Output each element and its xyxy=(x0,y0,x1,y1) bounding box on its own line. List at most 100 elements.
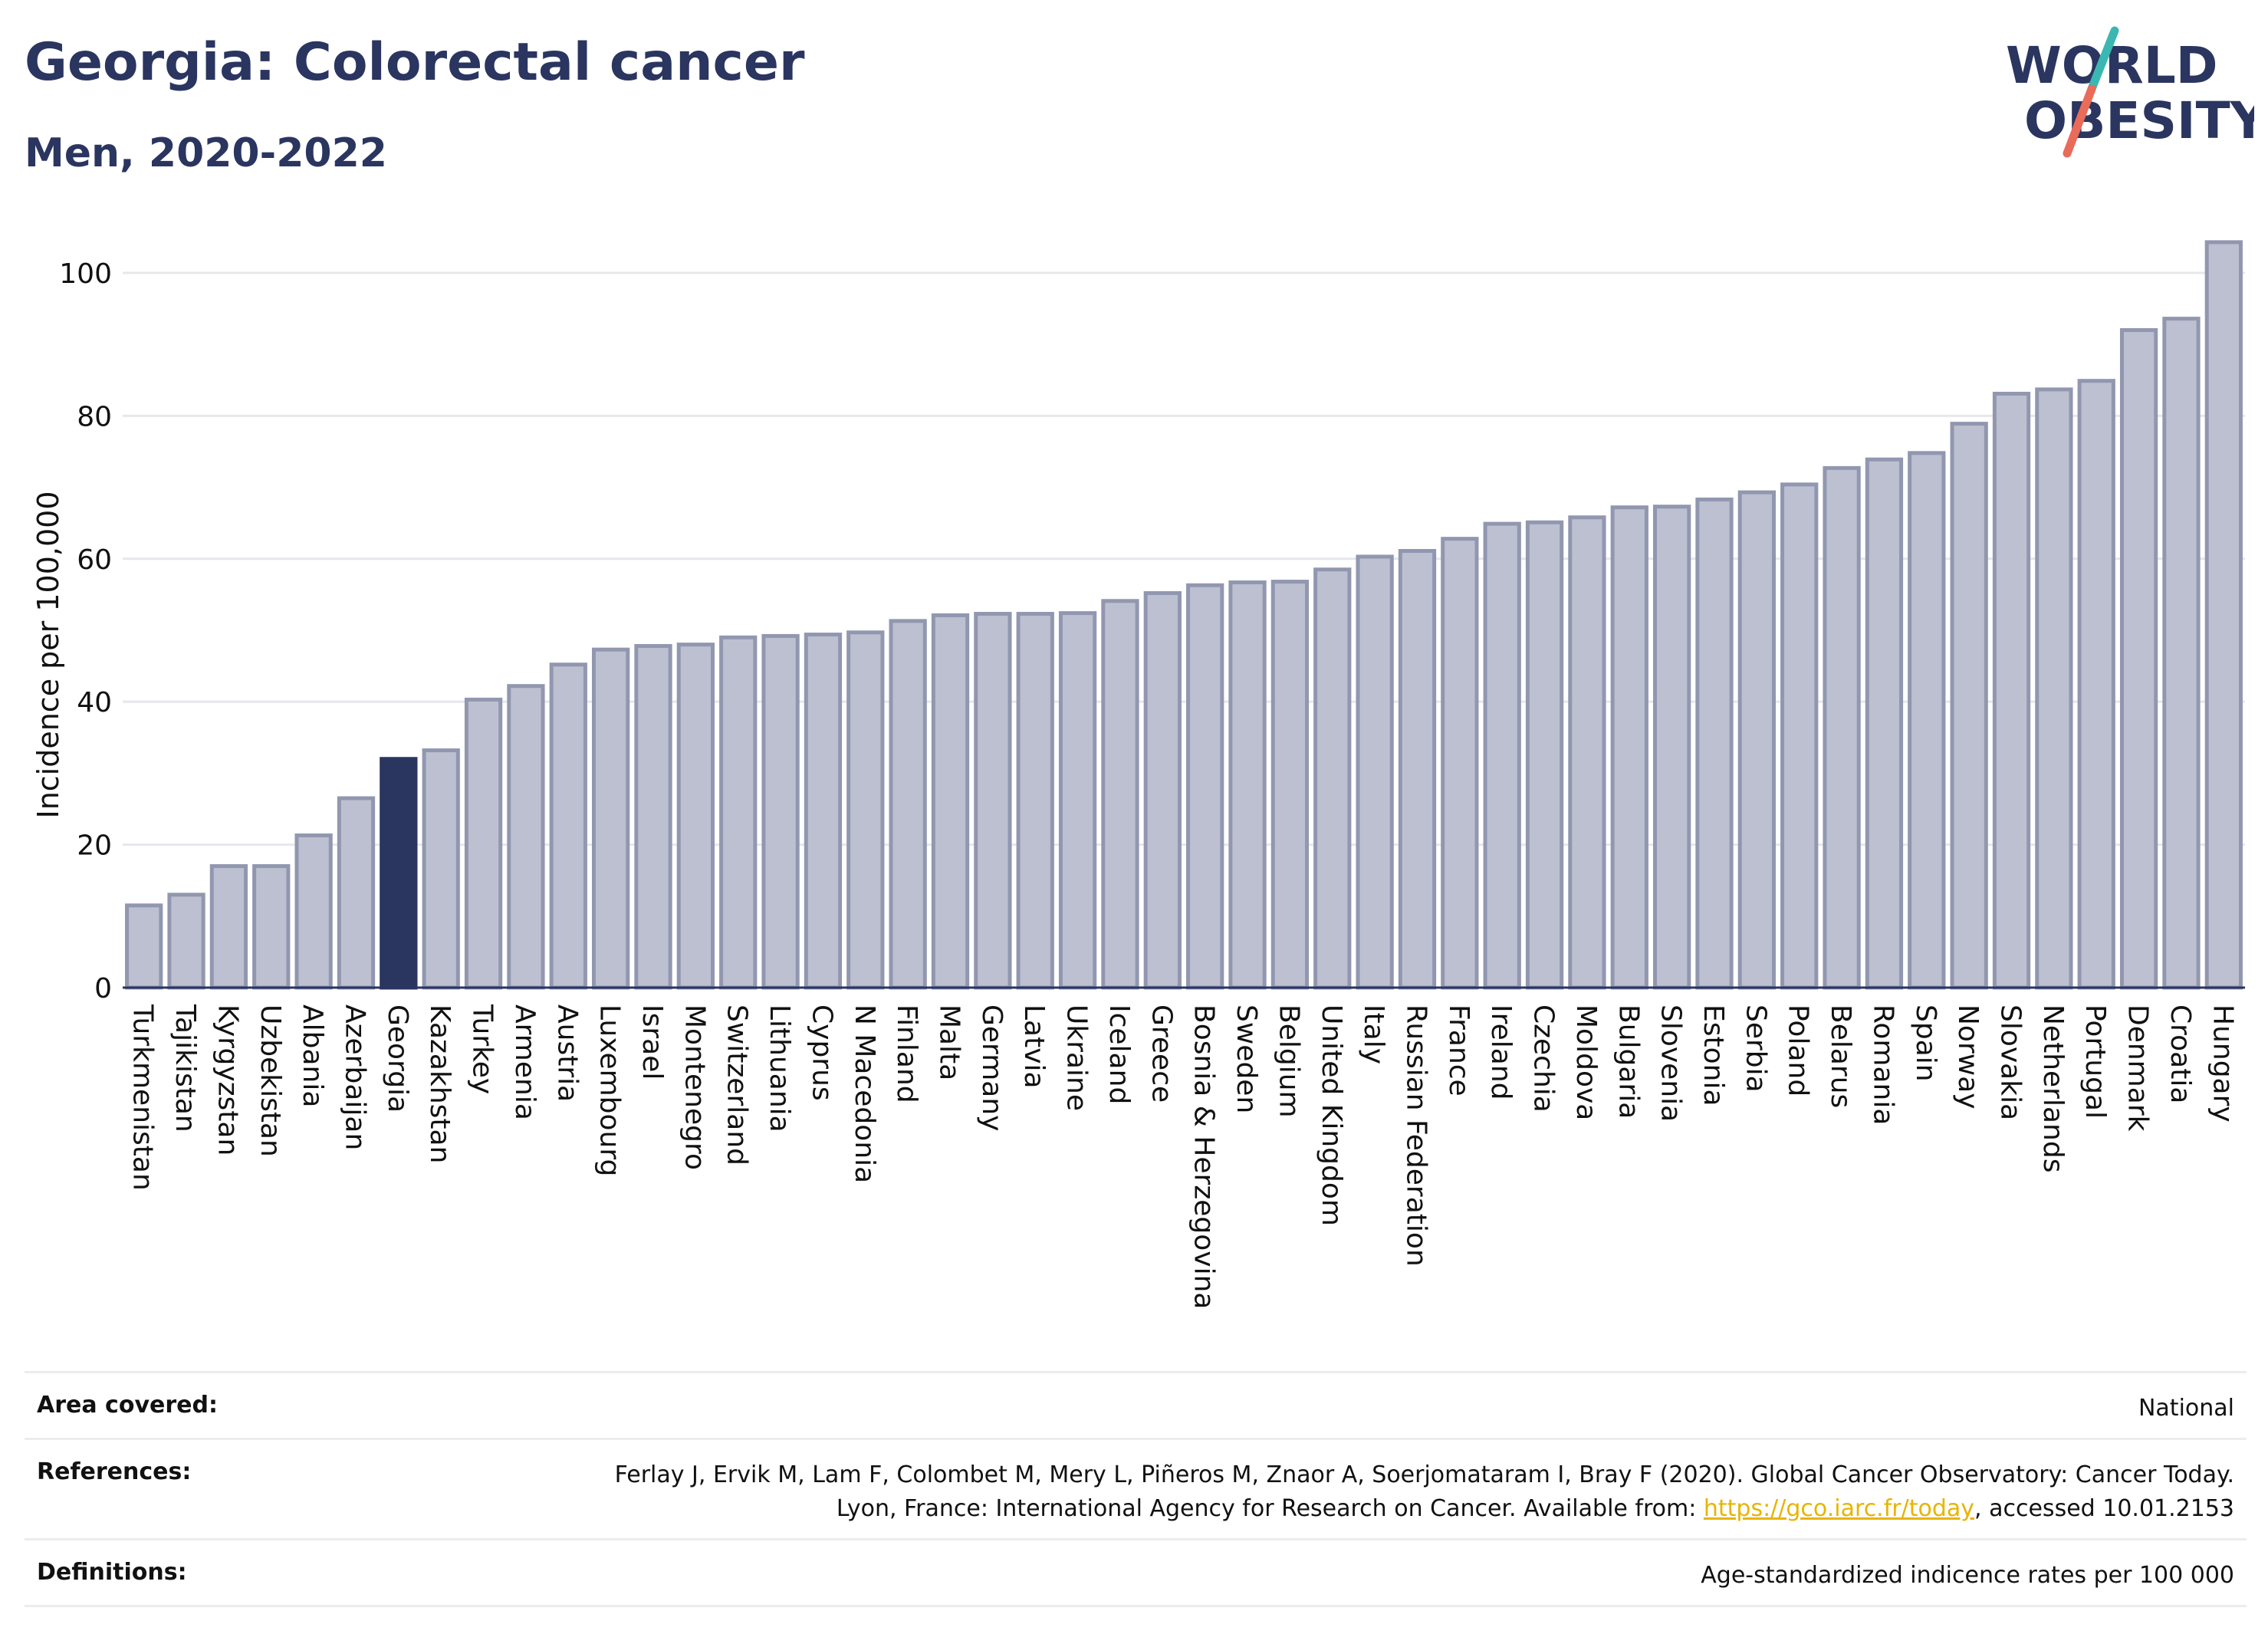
bar-latvia[interactable] xyxy=(1016,612,1054,990)
bar-chart: 0 20 40 60 80 100 Turkmenistan Tajikistan Kyrgy… xyxy=(31,240,2245,1309)
bar-turkmenistan[interactable] xyxy=(125,903,163,990)
y-tick-label: 20 xyxy=(77,830,112,862)
bar-netherlands[interactable] xyxy=(2035,387,2073,990)
bar-uzbekistan[interactable] xyxy=(252,864,291,990)
bar-poland[interactable] xyxy=(1780,482,1819,990)
info-value-definitions: Age-standardized indicence rates per 100… xyxy=(1701,1562,2234,1589)
bar-ireland[interactable] xyxy=(1483,521,1521,990)
bar-malta[interactable] xyxy=(931,613,970,990)
info-label-definitions: Definitions: xyxy=(37,1559,187,1586)
bar-czechia[interactable] xyxy=(1525,520,1564,990)
bar-russian-federation[interactable] xyxy=(1398,549,1437,990)
x-tick-label: Denmark xyxy=(2122,1004,2154,1132)
reference-link[interactable]: https://gco.iarc.fr/today xyxy=(1703,1495,1975,1522)
bar-italy[interactable] xyxy=(1356,554,1394,990)
bar-sweden[interactable] xyxy=(1228,580,1267,990)
bar-greece[interactable] xyxy=(1143,590,1182,990)
bar-kazakhstan[interactable] xyxy=(422,748,460,990)
info-label-references: References: xyxy=(37,1458,192,1485)
bar-albania[interactable] xyxy=(294,833,333,990)
bar-belgium[interactable] xyxy=(1270,580,1310,990)
x-tick-label: Latvia xyxy=(1018,1004,1050,1089)
x-tick-label: Slovakia xyxy=(1995,1004,2026,1120)
bar-slovakia[interactable] xyxy=(1992,391,2031,990)
bar-croatia[interactable] xyxy=(2162,317,2201,990)
x-tick-label: Norway xyxy=(1952,1004,1984,1110)
bar-slovenia[interactable] xyxy=(1652,505,1691,990)
x-tick-label: United Kingdom xyxy=(1316,1004,1347,1226)
logo-text-obesity: OBESITY xyxy=(2024,91,2254,150)
bar-switzerland[interactable] xyxy=(719,635,758,990)
x-tick-label: Luxembourg xyxy=(594,1004,626,1176)
bar-bulgaria[interactable] xyxy=(1610,505,1648,990)
bar-denmark[interactable] xyxy=(2119,327,2158,990)
bar-bosnia-herzegovina[interactable] xyxy=(1186,583,1224,990)
info-table: Area covered: National References: Ferla… xyxy=(25,1371,2247,1607)
x-tick-label: Germany xyxy=(976,1004,1007,1131)
x-tick-label: Israel xyxy=(636,1004,668,1080)
y-axis-ticks: 0 20 40 60 80 100 xyxy=(59,258,112,1004)
x-tick-label: Croatia xyxy=(2164,1004,2196,1103)
x-tick-label: Belgium xyxy=(1273,1004,1304,1118)
logo-slash-teal xyxy=(2087,26,2119,94)
bar-hungary[interactable] xyxy=(2204,240,2243,990)
y-tick-label: 80 xyxy=(77,401,112,432)
bar-germany[interactable] xyxy=(974,612,1012,990)
bar-luxembourg[interactable] xyxy=(591,647,630,990)
bar-romania[interactable] xyxy=(1865,457,1904,990)
x-tick-label: Kyrgyzstan xyxy=(212,1004,243,1156)
x-tick-label: Austria xyxy=(551,1004,583,1102)
info-label-area: Area covered: xyxy=(37,1392,218,1419)
x-tick-label: Czechia xyxy=(1528,1004,1560,1113)
bar-kyrgyzstan[interactable] xyxy=(209,864,248,990)
bar-serbia[interactable] xyxy=(1737,490,1777,990)
x-tick-label: Ireland xyxy=(1485,1004,1517,1100)
x-tick-label: Turkmenistan xyxy=(127,1004,159,1191)
bar-finland[interactable] xyxy=(889,619,927,990)
bar-georgia[interactable] xyxy=(380,757,418,990)
bar-n-macedonia[interactable] xyxy=(846,630,885,990)
reference-text: Ferlay J, Ervik M, Lam F, Colombet M, Me… xyxy=(614,1461,2234,1522)
bar-portugal[interactable] xyxy=(2077,379,2115,990)
x-tick-label: Tajikistan xyxy=(169,1004,201,1133)
x-tick-label: Portugal xyxy=(2079,1004,2111,1119)
x-tick-label: Slovenia xyxy=(1655,1004,1687,1122)
x-tick-label: Italy xyxy=(1358,1004,1389,1064)
x-tick-label: Belarus xyxy=(1825,1004,1856,1108)
x-tick-label: Azerbaijan xyxy=(339,1004,370,1150)
x-tick-label: Romania xyxy=(1867,1004,1898,1125)
x-tick-label: Serbia xyxy=(1740,1004,1771,1093)
x-tick-label: Uzbekistan xyxy=(255,1004,286,1157)
bar-iceland[interactable] xyxy=(1101,599,1139,990)
info-value-references: Ferlay J, Ervik M, Lam F, Colombet M, Me… xyxy=(578,1458,2234,1526)
bar-israel[interactable] xyxy=(634,643,672,990)
bar-austria[interactable] xyxy=(549,662,587,990)
bar-lithuania[interactable] xyxy=(761,633,800,990)
bar-spain[interactable] xyxy=(1908,451,1946,990)
x-tick-label: Estonia xyxy=(1698,1004,1729,1106)
bar-armenia[interactable] xyxy=(507,684,545,990)
bar-cyprus[interactable] xyxy=(804,633,843,990)
x-tick-label: Hungary xyxy=(2207,1004,2238,1123)
bar-united-kingdom[interactable] xyxy=(1313,567,1352,990)
x-tick-label: Montenegro xyxy=(679,1004,710,1170)
x-tick-label: Greece xyxy=(1146,1004,1177,1103)
bar-belarus[interactable] xyxy=(1823,465,1861,990)
bar-moldova[interactable] xyxy=(1568,515,1606,990)
x-tick-label: Iceland xyxy=(1103,1004,1135,1104)
x-tick-label: Sweden xyxy=(1231,1004,1262,1113)
bar-norway[interactable] xyxy=(1950,422,1988,990)
logo-slash-coral xyxy=(2063,84,2096,158)
bar-tajikistan[interactable] xyxy=(167,893,205,990)
reference-accessed: , accessed 10.01.2153 xyxy=(1974,1495,2234,1522)
bar-montenegro[interactable] xyxy=(676,643,715,990)
bar-estonia[interactable] xyxy=(1695,497,1734,990)
chart-title: Georgia: Colorectal cancer xyxy=(25,32,805,93)
bar-turkey[interactable] xyxy=(464,697,503,990)
y-tick-label: 60 xyxy=(77,544,112,576)
bar-azerbaijan[interactable] xyxy=(337,796,376,990)
x-tick-label: Bosnia & Herzegovina xyxy=(1188,1004,1220,1309)
world-obesity-logo: WORLD OBESITY xyxy=(2006,26,2254,158)
bar-france[interactable] xyxy=(1441,537,1479,990)
bar-ukraine[interactable] xyxy=(1058,611,1097,990)
